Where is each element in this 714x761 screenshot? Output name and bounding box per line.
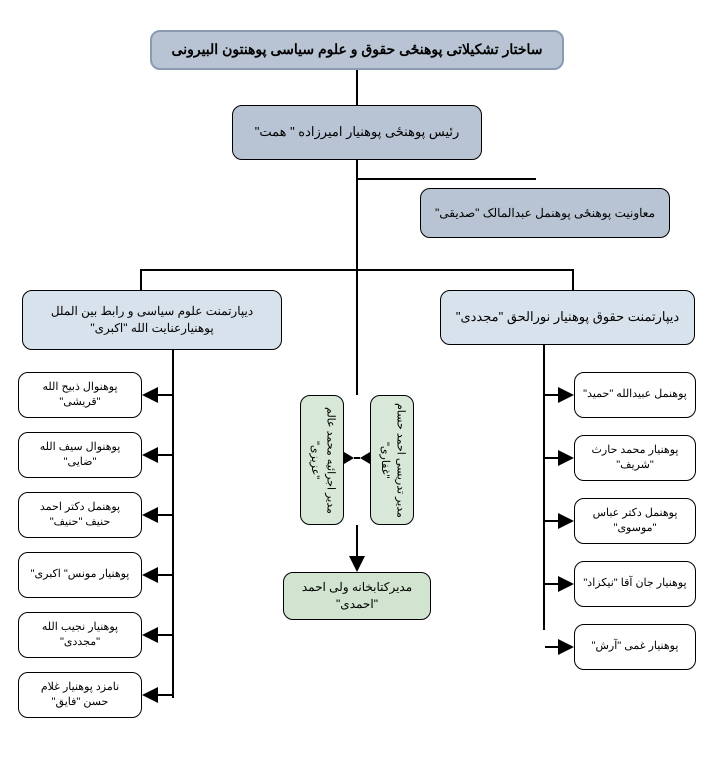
law-member: پوهنمل عبیدالله "حمید" — [574, 372, 696, 418]
connector — [356, 70, 358, 105]
arrow-right-icon — [344, 452, 354, 464]
admin-exec-text: مدیر اجرائیه محمد عالم "عزیزی" — [307, 402, 338, 518]
connector — [158, 694, 172, 696]
admin-executive: مدیر اجرائیه محمد عالم "عزیزی" — [300, 395, 344, 525]
law-member: پوهنیار جان آقا "نیکزاد" — [574, 561, 696, 607]
arrow-right-icon — [558, 387, 574, 403]
law-member: پوهنمل دکتر عباس "موسوی" — [574, 498, 696, 544]
arrow-left-icon — [142, 507, 158, 523]
connector — [356, 178, 536, 180]
connector — [172, 350, 174, 698]
pol-member: پوهنوال ذبیح الله "قریشی" — [18, 372, 142, 418]
connector — [545, 457, 559, 459]
connector — [545, 520, 559, 522]
arrow-right-icon — [558, 639, 574, 655]
connector — [158, 574, 172, 576]
admin-teaching: مدیر تدریسی احمد حسام "غفاری" — [370, 395, 414, 525]
connector — [140, 269, 142, 291]
connector — [545, 394, 559, 396]
pol-member: پوهنوال سیف الله "ضایی" — [18, 432, 142, 478]
connector — [356, 300, 358, 395]
connector — [356, 525, 358, 560]
arrow-left-icon — [142, 687, 158, 703]
arrow-left-icon — [142, 627, 158, 643]
connector — [572, 269, 574, 291]
connector — [158, 514, 172, 516]
pol-member: نامزد پوهنیار غلام حسن "فایق" — [18, 672, 142, 718]
connector — [354, 457, 360, 459]
connector — [140, 269, 574, 271]
double-arrow — [344, 452, 370, 464]
law-member: پوهنیار محمد حارث "شریف" — [574, 435, 696, 481]
arrow-left-icon — [142, 447, 158, 463]
pol-member: پوهنمل دکتر احمد حنیف "حنیف" — [18, 492, 142, 538]
law-member: پوهنیار غمی "آرش" — [574, 624, 696, 670]
connector — [543, 345, 545, 630]
dept-political: دیپارتمنت علوم سیاسی و رابط بین الملل پو… — [22, 290, 282, 350]
connector — [545, 583, 559, 585]
arrow-right-icon — [558, 576, 574, 592]
arrow-left-icon — [142, 387, 158, 403]
dept-law: دیپارتمنت حقوق پوهنیار نورالحق "مجددی" — [440, 290, 695, 345]
dept-pol-line1: دیپارتمنت علوم سیاسی و رابط بین الملل — [51, 303, 253, 320]
pol-member: پوهنیار نجیب الله "مجددی" — [18, 612, 142, 658]
admin-teach-text: مدیر تدریسی احمد حسام "غفاری" — [377, 402, 408, 518]
pol-member: پوهنیار مونس" اکبری" — [18, 552, 142, 598]
dean-box: رئیس پوهنځی پوهنیار امیرزاده " همت" — [232, 105, 482, 160]
arrow-left-icon — [360, 452, 370, 464]
connector — [158, 454, 172, 456]
arrow-left-icon — [142, 567, 158, 583]
org-title: ساختار تشکیلاتی پوهنځی حقوق و علوم سیاسی… — [150, 30, 564, 70]
connector — [158, 634, 172, 636]
librarian-box: مدیرکتابخانه ولی احمد "احمدی" — [283, 572, 431, 620]
connector — [158, 394, 172, 396]
arrow-right-icon — [558, 450, 574, 466]
connector — [545, 646, 559, 648]
dept-pol-line2: پوهنیارعنایت الله "اکبری" — [90, 320, 213, 337]
arrow-down-icon — [349, 556, 365, 572]
connector — [356, 160, 358, 300]
vice-dean-box: معاونیت پوهنځی پوهنمل عبدالمالک "صدیقی" — [420, 188, 670, 238]
arrow-right-icon — [558, 513, 574, 529]
